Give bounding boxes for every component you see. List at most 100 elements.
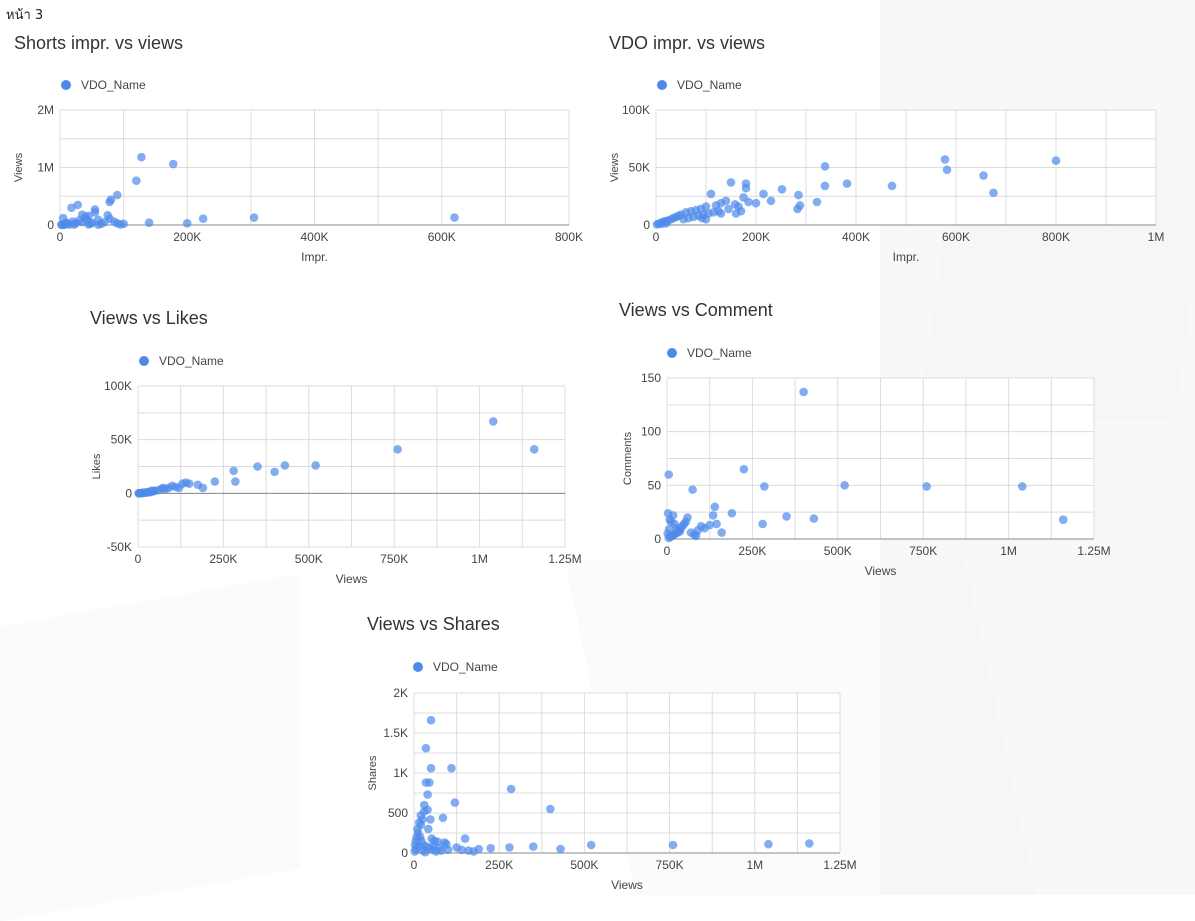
data-point[interactable] xyxy=(112,190,122,200)
data-point[interactable] xyxy=(146,487,156,497)
data-point[interactable] xyxy=(716,209,726,218)
data-point[interactable] xyxy=(450,798,460,807)
data-point[interactable] xyxy=(657,219,667,229)
data-point[interactable] xyxy=(435,843,444,853)
data-point[interactable] xyxy=(1051,156,1061,165)
data-point[interactable] xyxy=(709,208,718,217)
data-point[interactable] xyxy=(717,528,726,537)
scatter-plot[interactable]: 0 200K 400K 600K 800K 0 1M 2M Impr. Views xyxy=(0,28,590,278)
data-point[interactable] xyxy=(764,839,773,849)
data-point[interactable] xyxy=(132,176,141,186)
data-point[interactable] xyxy=(759,189,768,199)
chart-legend[interactable]: VDO_Name xyxy=(667,346,752,360)
data-point[interactable] xyxy=(668,511,678,520)
data-point[interactable] xyxy=(727,508,737,518)
data-point[interactable] xyxy=(452,843,461,852)
data-point[interactable] xyxy=(741,183,751,193)
data-point[interactable] xyxy=(460,834,470,843)
data-point[interactable] xyxy=(424,824,433,834)
data-point[interactable] xyxy=(887,181,897,191)
scatter-plot[interactable]: 0 250K 500K 750K 1M 1.25M 0 50 100 150 Views Commen… xyxy=(607,294,1127,584)
data-point[interactable] xyxy=(249,213,259,222)
chart-legend[interactable]: VDO_Name xyxy=(413,660,498,674)
data-point[interactable] xyxy=(447,763,456,773)
chart-legend[interactable]: VDO_Name xyxy=(657,78,742,92)
data-point[interactable] xyxy=(782,512,791,521)
data-point[interactable] xyxy=(442,839,451,849)
data-point[interactable] xyxy=(840,481,849,490)
data-point[interactable] xyxy=(1058,515,1068,524)
scatter-plot[interactable]: 0 200K 400K 600K 800K 1M 0 50K 100K Impr. Views xyxy=(597,28,1195,278)
data-point[interactable] xyxy=(427,834,437,843)
data-point[interactable] xyxy=(777,185,787,194)
data-point[interactable] xyxy=(664,470,674,479)
data-point[interactable] xyxy=(119,219,128,229)
data-point[interactable] xyxy=(253,462,262,471)
data-point[interactable] xyxy=(469,847,478,856)
data-point[interactable] xyxy=(706,189,716,199)
data-point[interactable] xyxy=(726,178,736,187)
data-point[interactable] xyxy=(426,763,436,773)
chart-legend[interactable]: VDO_Name xyxy=(139,354,224,368)
data-point[interactable] xyxy=(675,527,685,536)
data-point[interactable] xyxy=(794,190,803,200)
data-point[interactable] xyxy=(137,152,146,162)
data-point[interactable] xyxy=(419,800,429,810)
data-point[interactable] xyxy=(505,843,514,852)
data-point[interactable] xyxy=(691,531,701,541)
data-point[interactable] xyxy=(688,485,697,494)
data-point[interactable] xyxy=(506,784,516,794)
data-point[interactable] xyxy=(182,218,192,228)
data-point[interactable] xyxy=(528,842,538,851)
data-point[interactable] xyxy=(766,196,776,206)
data-point[interactable] xyxy=(93,220,103,230)
data-point[interactable] xyxy=(679,214,688,224)
data-point[interactable] xyxy=(86,219,95,228)
data-point[interactable] xyxy=(198,214,208,223)
data-point[interactable] xyxy=(421,743,431,753)
data-point[interactable] xyxy=(416,820,426,830)
data-point[interactable] xyxy=(793,204,802,214)
data-point[interactable] xyxy=(393,445,402,454)
data-point[interactable] xyxy=(486,843,495,853)
data-point[interactable] xyxy=(710,502,720,512)
scatter-plot[interactable]: 0 250K 500K 750K 1M 1.25M-50K050K100KViewsLik… xyxy=(75,302,595,592)
data-point[interactable] xyxy=(712,519,721,529)
data-point[interactable] xyxy=(420,847,430,857)
data-point[interactable] xyxy=(708,511,718,520)
data-point[interactable] xyxy=(311,461,320,470)
data-point[interactable] xyxy=(809,514,819,523)
data-point[interactable] xyxy=(229,466,238,476)
data-point[interactable] xyxy=(105,197,114,207)
data-point[interactable] xyxy=(922,482,931,491)
chart-legend[interactable]: VDO_Name xyxy=(61,78,146,92)
data-point[interactable] xyxy=(736,206,746,216)
data-point[interactable] xyxy=(664,525,674,534)
data-point[interactable] xyxy=(556,844,565,854)
data-point[interactable] xyxy=(751,198,761,208)
data-point[interactable] xyxy=(90,208,100,217)
data-point[interactable] xyxy=(700,523,709,533)
data-point[interactable] xyxy=(193,480,203,490)
data-point[interactable] xyxy=(426,715,436,725)
data-point[interactable] xyxy=(799,387,808,397)
scatter-plot[interactable]: 0 250K 500K 750K 1M 1.25M 0 500 1K 1.5K 2K Views Sha… xyxy=(355,608,875,895)
data-point[interactable] xyxy=(701,214,711,224)
data-point[interactable] xyxy=(760,482,769,491)
data-point[interactable] xyxy=(69,220,79,229)
data-point[interactable] xyxy=(529,445,539,454)
data-point[interactable] xyxy=(842,179,852,188)
data-point[interactable] xyxy=(73,200,83,210)
data-point[interactable] xyxy=(1017,482,1027,491)
data-point[interactable] xyxy=(280,461,290,470)
data-point[interactable] xyxy=(270,467,279,477)
data-point[interactable] xyxy=(423,790,432,799)
data-point[interactable] xyxy=(942,165,952,175)
data-point[interactable] xyxy=(812,197,822,207)
data-point[interactable] xyxy=(438,813,448,823)
data-point[interactable] xyxy=(450,213,459,222)
data-point[interactable] xyxy=(546,804,555,814)
data-point[interactable] xyxy=(724,204,733,214)
data-point[interactable] xyxy=(989,188,998,198)
data-point[interactable] xyxy=(940,155,950,164)
